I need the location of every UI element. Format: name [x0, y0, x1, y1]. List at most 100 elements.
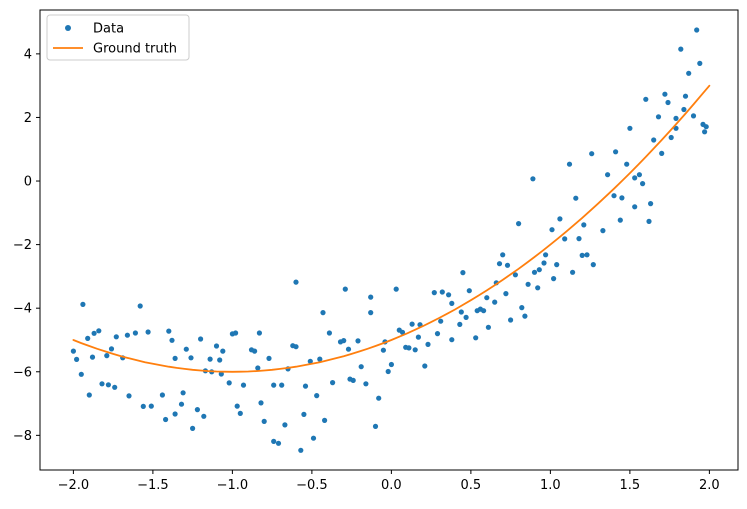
scatter-point	[104, 353, 110, 359]
scatter-point	[643, 96, 649, 102]
scatter-point	[302, 383, 309, 389]
scatter-point	[372, 423, 379, 429]
scatter-point	[530, 176, 536, 182]
scatter-point	[271, 382, 277, 388]
scatter-point	[590, 262, 596, 268]
scatter-point	[355, 338, 361, 344]
scatter-point	[70, 348, 76, 354]
scatter-point	[682, 93, 689, 99]
scatter-point	[233, 330, 239, 336]
scatter-point	[86, 392, 92, 398]
scatter-point	[89, 354, 96, 360]
y-tick-label: 2	[24, 111, 32, 126]
scatter-point	[690, 113, 697, 119]
scatter-point	[314, 393, 320, 399]
scatter-point	[358, 364, 364, 370]
scatter-point	[581, 222, 587, 228]
scatter-point	[194, 407, 200, 413]
scatter-point	[702, 129, 708, 135]
scatter-point	[503, 291, 509, 297]
scatter-point	[584, 252, 590, 258]
scatter-point	[662, 91, 668, 97]
y-axis: 4 2 0 −2 −4 −6 −8	[13, 47, 40, 444]
scatter-point	[570, 269, 576, 275]
scatter-point	[694, 27, 700, 33]
scatter-point	[425, 341, 431, 347]
scatter-point	[178, 401, 185, 407]
scatter-point	[188, 355, 194, 361]
scatter-point	[431, 290, 437, 296]
legend: Data Ground truth	[46, 14, 190, 61]
scatter-point	[457, 321, 463, 327]
scatter-point	[78, 371, 84, 377]
scatter-point	[256, 330, 262, 336]
scatter-point	[438, 318, 444, 324]
x-tick-label: −2.0	[58, 478, 90, 493]
scatter-point	[126, 393, 132, 399]
scatter-point	[673, 115, 679, 121]
scatter-point	[266, 355, 272, 361]
scatter-point	[579, 252, 585, 258]
x-tick-label: 1.5	[620, 478, 641, 493]
x-tick-label: 2.0	[699, 478, 720, 493]
scatter-point	[326, 330, 332, 336]
scatter-point	[363, 381, 369, 387]
scatter-point	[293, 279, 299, 285]
scatter-point	[180, 390, 186, 396]
scatter-point	[460, 270, 466, 276]
scatter-point	[217, 357, 223, 363]
scatter-point	[99, 381, 105, 387]
scatter-point	[298, 447, 304, 453]
scatter-point	[500, 252, 506, 258]
scatter-point	[624, 161, 630, 167]
scatter-point	[207, 356, 213, 362]
scatter-point	[80, 301, 86, 307]
y-tick-label: −2	[13, 238, 32, 253]
scatter-point	[113, 334, 119, 340]
scatter-point	[458, 309, 464, 315]
scatter-point	[275, 440, 282, 446]
scatter-point	[536, 267, 542, 273]
scatter-point	[481, 308, 487, 314]
scatter-point	[627, 125, 633, 131]
scatter-point	[434, 331, 441, 337]
scatter-point	[342, 286, 348, 292]
scatter-point	[172, 355, 178, 361]
scatter-point	[74, 356, 80, 362]
scatter-point	[234, 403, 240, 409]
scatter-point	[632, 175, 638, 181]
scatter-point	[376, 395, 382, 401]
scatter-point	[393, 286, 399, 292]
scatter-point	[380, 347, 386, 353]
scatter-point	[213, 343, 220, 349]
scatter-point	[399, 329, 406, 335]
scatter-point	[310, 435, 317, 441]
scatter-point	[648, 201, 654, 207]
x-tick-label: −1.5	[137, 478, 169, 493]
scatter-point	[516, 221, 522, 227]
scatter-point	[105, 382, 111, 388]
scatter-point	[449, 337, 455, 343]
scatter-point	[218, 371, 224, 377]
scatter-point	[613, 149, 619, 155]
scatter-point	[525, 281, 531, 287]
scatter-point	[412, 347, 418, 353]
scatter-point	[449, 300, 455, 306]
scatter-point	[703, 124, 709, 130]
legend-label: Data	[93, 22, 124, 37]
scatter-point	[549, 227, 555, 233]
x-tick-label: 0.0	[381, 478, 402, 493]
scatter-point	[252, 348, 258, 354]
scatter-point	[496, 261, 503, 267]
scatter-point	[368, 310, 374, 316]
scatter-point	[678, 46, 684, 52]
scatter-point	[112, 384, 118, 390]
scatter-point	[345, 346, 352, 352]
scatter-point	[632, 204, 638, 210]
scatter-point	[619, 195, 625, 201]
scatter-point	[145, 329, 151, 335]
scatter-point	[226, 380, 232, 386]
scatter-point	[198, 336, 204, 342]
scatter-point	[519, 305, 525, 311]
